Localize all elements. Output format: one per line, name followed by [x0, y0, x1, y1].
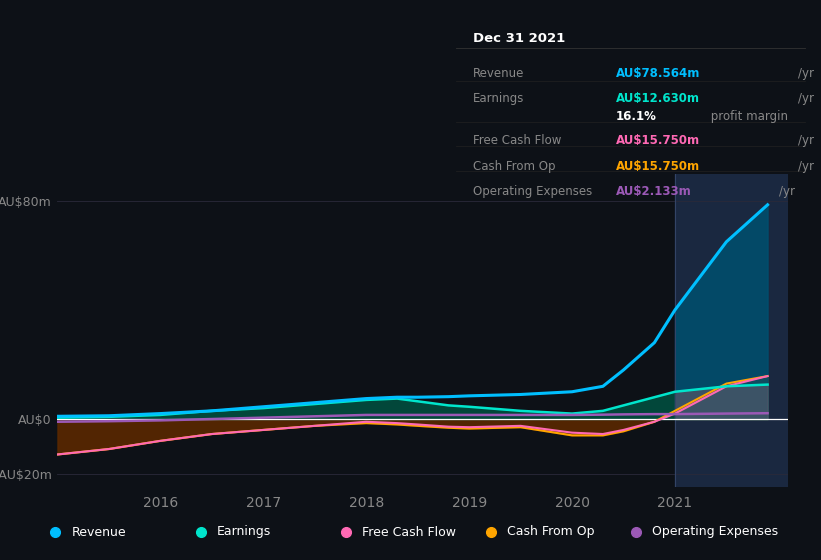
Text: AU$78.564m: AU$78.564m	[616, 67, 700, 80]
Bar	[675, 174, 788, 487]
Text: Operating Expenses: Operating Expenses	[473, 185, 592, 198]
Text: profit margin: profit margin	[707, 110, 788, 123]
Text: AU$15.750m: AU$15.750m	[616, 134, 700, 147]
Text: AU$2.133m: AU$2.133m	[616, 185, 692, 198]
Text: /yr: /yr	[797, 67, 814, 80]
Text: Dec 31 2021: Dec 31 2021	[473, 31, 566, 44]
Text: Operating Expenses: Operating Expenses	[652, 525, 778, 539]
Text: /yr: /yr	[797, 92, 814, 105]
Text: Cash From Op: Cash From Op	[507, 525, 594, 539]
Text: Free Cash Flow: Free Cash Flow	[362, 525, 456, 539]
Text: AU$12.630m: AU$12.630m	[616, 92, 700, 105]
Text: /yr: /yr	[779, 185, 796, 198]
Text: /yr: /yr	[797, 134, 814, 147]
Text: AU$15.750m: AU$15.750m	[616, 160, 700, 172]
Text: Revenue: Revenue	[473, 67, 525, 80]
Text: Revenue: Revenue	[72, 525, 126, 539]
Text: Earnings: Earnings	[217, 525, 272, 539]
Text: Cash From Op: Cash From Op	[473, 160, 556, 172]
Text: /yr: /yr	[797, 160, 814, 172]
Text: Earnings: Earnings	[473, 92, 525, 105]
Text: 16.1%: 16.1%	[616, 110, 657, 123]
Text: Free Cash Flow: Free Cash Flow	[473, 134, 562, 147]
